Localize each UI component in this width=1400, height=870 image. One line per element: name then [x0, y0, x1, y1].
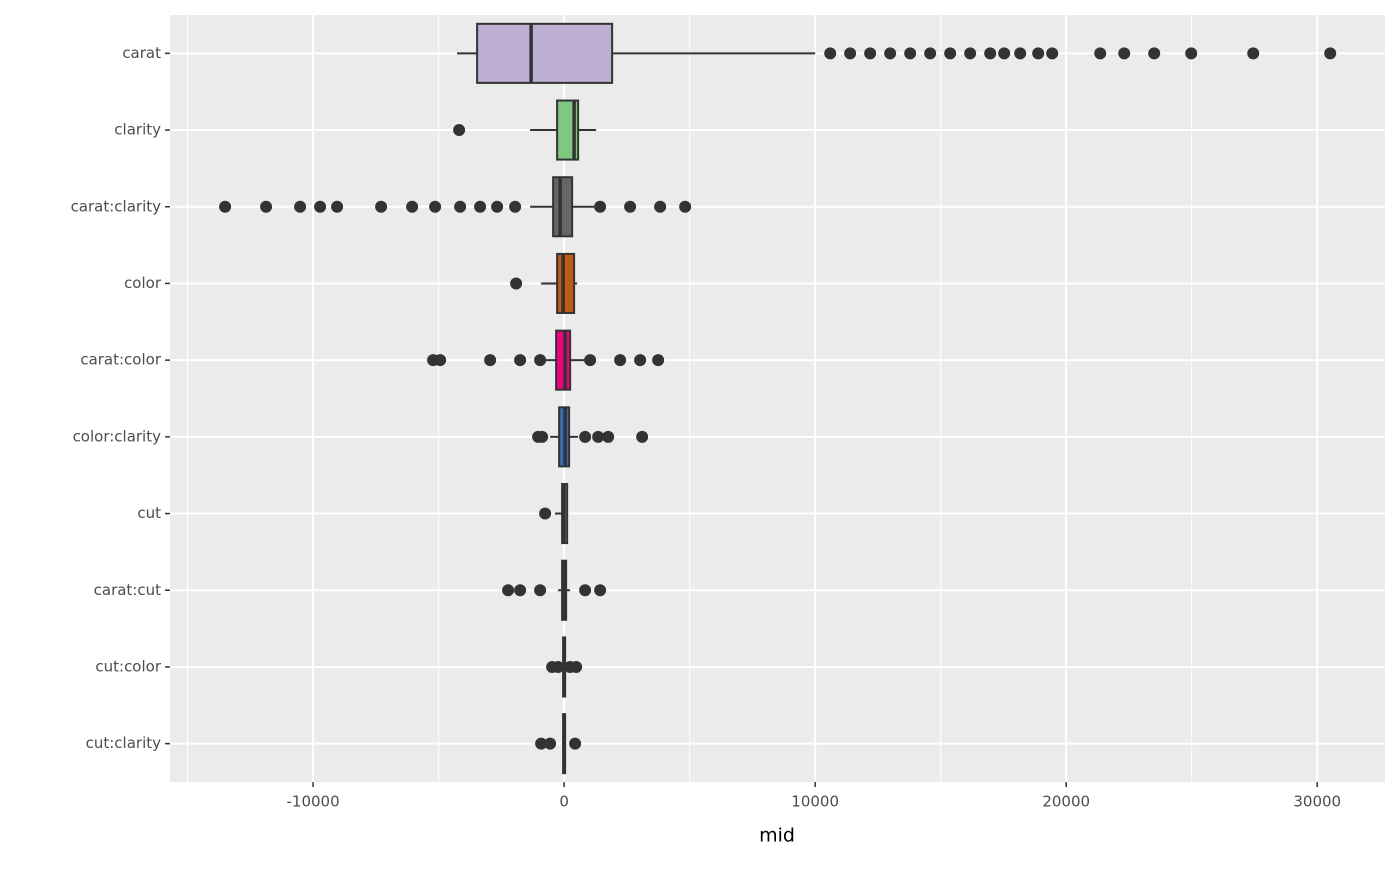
x-tick-label: 30000 — [1293, 793, 1341, 811]
outlier — [594, 200, 607, 213]
outlier — [654, 200, 667, 213]
outlier — [594, 584, 607, 597]
outlier — [535, 737, 548, 750]
outlier — [944, 47, 957, 60]
outlier — [844, 47, 857, 60]
outlier — [509, 200, 522, 213]
outlier — [624, 200, 637, 213]
outlier — [924, 47, 937, 60]
outlier — [1247, 47, 1260, 60]
outlier — [331, 200, 344, 213]
outlier — [1032, 47, 1045, 60]
outlier — [1014, 47, 1027, 60]
x-tick-label: -10000 — [287, 793, 340, 811]
outlier — [453, 124, 466, 137]
outlier — [634, 354, 647, 367]
x-tick-label: 10000 — [791, 793, 839, 811]
outlier — [1118, 47, 1131, 60]
outlier — [534, 354, 547, 367]
y-tick-label: carat:color — [80, 351, 162, 369]
y-tick-label: color:clarity — [73, 427, 162, 445]
outlier — [1148, 47, 1161, 60]
outlier — [579, 430, 592, 443]
outlier — [1185, 47, 1198, 60]
outlier — [510, 277, 523, 290]
outlier — [824, 47, 837, 60]
box — [552, 176, 574, 238]
outlier — [614, 354, 627, 367]
outlier — [1046, 47, 1059, 60]
outlier — [652, 354, 665, 367]
panel — [170, 15, 1385, 782]
outlier — [514, 584, 527, 597]
outlier — [998, 47, 1011, 60]
y-tick-label: cut — [137, 504, 161, 522]
outlier — [375, 200, 388, 213]
outlier — [474, 200, 487, 213]
outlier — [534, 584, 547, 597]
box — [476, 22, 614, 84]
outlier — [569, 737, 582, 750]
outlier — [514, 354, 527, 367]
outlier — [552, 660, 565, 673]
outlier — [584, 354, 597, 367]
outlier — [260, 200, 273, 213]
x-tick-label: 0 — [559, 793, 569, 811]
outlier — [434, 354, 447, 367]
y-tick-label: color — [124, 274, 162, 292]
outlier — [592, 430, 605, 443]
outlier — [904, 47, 917, 60]
outlier — [679, 200, 692, 213]
outlier — [602, 430, 615, 443]
outlier — [502, 584, 515, 597]
y-tick-label: clarity — [114, 121, 161, 139]
outlier — [544, 737, 557, 750]
outlier — [1324, 47, 1337, 60]
outlier — [579, 584, 592, 597]
outlier — [406, 200, 419, 213]
outlier — [884, 47, 897, 60]
x-axis-title: mid — [759, 825, 795, 847]
y-tick-label: cut:clarity — [86, 734, 162, 752]
outlier — [984, 47, 997, 60]
outlier — [454, 200, 467, 213]
outlier — [484, 354, 497, 367]
box — [556, 252, 576, 314]
x-tick-label: 20000 — [1042, 793, 1090, 811]
outlier — [964, 47, 977, 60]
y-tick-label: carat:cut — [94, 581, 161, 599]
outlier — [636, 430, 649, 443]
outlier — [1094, 47, 1107, 60]
y-tick-label: carat — [122, 44, 161, 62]
outlier — [864, 47, 877, 60]
outlier — [570, 660, 583, 673]
outlier — [536, 430, 549, 443]
outlier — [219, 200, 232, 213]
y-tick-label: cut:color — [95, 657, 161, 675]
box — [555, 329, 572, 391]
outlier — [491, 200, 504, 213]
outlier — [294, 200, 307, 213]
outlier — [429, 200, 442, 213]
y-tick-label: carat:clarity — [71, 197, 162, 215]
outlier — [314, 200, 327, 213]
outlier — [539, 507, 552, 520]
